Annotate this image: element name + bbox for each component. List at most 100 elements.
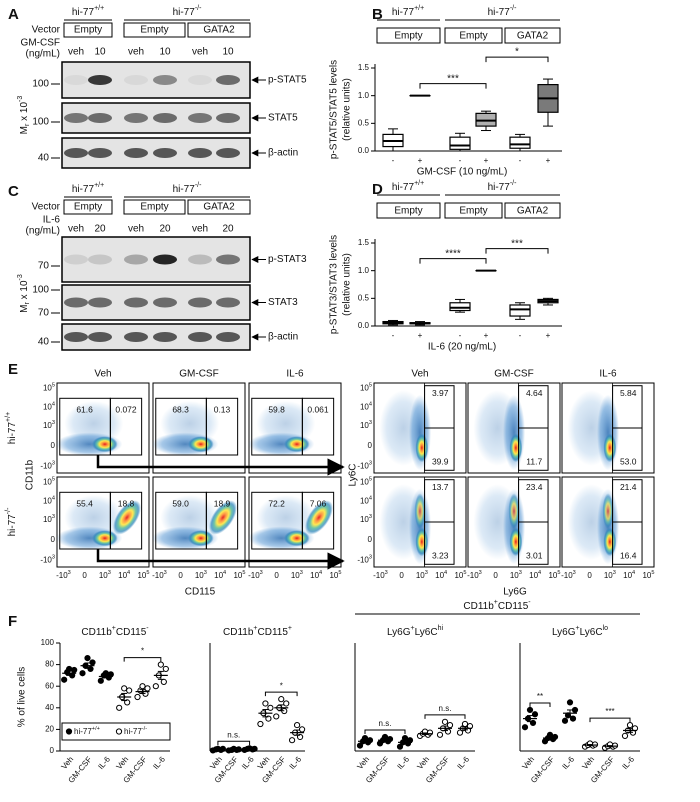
x-tick-label: -: [392, 156, 395, 165]
text-part: 10: [329, 571, 338, 580]
group-box: [376, 202, 441, 219]
y-axis-label: (relative units): [342, 78, 353, 141]
text-part: 10: [510, 571, 519, 580]
band: [188, 297, 212, 308]
vector-label: Empty: [140, 25, 168, 36]
row-label: (ng/mL): [26, 226, 60, 237]
significance-label: ***: [511, 238, 523, 249]
text-part: hi: [438, 625, 444, 632]
data-point: [139, 683, 146, 690]
text-part: -/-: [142, 726, 147, 732]
data-point: [531, 711, 539, 718]
vector-box: [187, 22, 251, 38]
band: [124, 332, 148, 342]
gate-arrow: [96, 549, 345, 570]
gate-percentage: 18.9: [214, 498, 231, 508]
group-label: Empty: [459, 206, 487, 217]
text-part: -10: [248, 571, 260, 580]
significance-bracket: [264, 691, 298, 697]
mw-marker: 40: [38, 337, 50, 348]
text-part: hi-77: [488, 182, 511, 193]
text-part: 10: [360, 478, 369, 487]
lane-label: 20: [222, 224, 234, 235]
significance-bracket: [419, 258, 487, 264]
data-point: [152, 683, 159, 690]
flow-plot: [248, 476, 342, 568]
y-tick-label: 0.5: [358, 293, 370, 302]
text-part: 3: [573, 570, 576, 576]
band: [124, 113, 148, 123]
text-part: +/+: [414, 5, 424, 12]
y-tick-label: 40: [45, 703, 54, 712]
text-part: 10: [291, 571, 300, 580]
flow-plot: [152, 382, 246, 474]
panel-label: E: [8, 361, 18, 378]
text-part: -/-: [195, 182, 202, 189]
text-part: 3: [613, 570, 616, 576]
row-label: Vector: [32, 202, 61, 213]
text-part: 3: [369, 555, 372, 561]
y-tick-label: 105: [43, 383, 55, 393]
data-point: [441, 718, 449, 725]
gate-percentage: 16.4: [620, 550, 637, 560]
chart-title: CD11b+CD115+: [223, 625, 292, 637]
legend-label: hi-77-/-: [124, 726, 147, 736]
significance-bracket: [485, 56, 549, 63]
chart-title: Ly6G+Ly6Clo: [552, 625, 608, 637]
data-point: [219, 745, 227, 752]
x-tick-label: Veh: [415, 755, 431, 771]
text-part: hi-77: [173, 184, 196, 195]
text-part: -10: [373, 571, 385, 580]
band: [64, 297, 88, 308]
x-tick-label: 105: [642, 570, 654, 580]
text-part: 4: [52, 496, 55, 502]
text-part: 10: [623, 571, 632, 580]
y-tick-label: 0: [51, 441, 56, 450]
data-point: [262, 700, 269, 707]
x-tick-label: -: [519, 331, 522, 340]
text-part: 4: [319, 570, 322, 576]
text-part: 3: [52, 421, 55, 427]
text-part: 0: [82, 571, 87, 580]
text-part: hi-77: [392, 7, 415, 18]
row-label: IL-6: [43, 215, 61, 226]
significance-bracket: [419, 83, 487, 89]
x-tick-label: -103: [561, 570, 576, 580]
mass-label: Mr x 10-3: [17, 96, 31, 135]
group-box: [504, 202, 561, 219]
x-tick-label: 103: [99, 570, 111, 580]
vector-label: Empty: [140, 202, 168, 213]
y-tick-label: 103: [360, 515, 372, 525]
flow-plot: [152, 476, 246, 568]
text-part: hi-77: [7, 422, 18, 445]
x-tick-label: 105: [548, 570, 560, 580]
band-label: STAT3: [268, 297, 298, 308]
x-tick-label: -103: [373, 570, 388, 580]
y-tick-label: 105: [360, 383, 372, 393]
flow-plot: [561, 476, 655, 568]
text-part: -10: [40, 462, 52, 471]
data-point: [444, 728, 452, 735]
row-label: hi-77+/+: [5, 412, 17, 444]
flow-plot: [56, 476, 150, 568]
text-part: 0: [493, 571, 498, 580]
density-cloud: [304, 500, 333, 535]
vector-label: Empty: [74, 25, 102, 36]
text-part: +: [253, 625, 257, 632]
text-part: 10: [529, 571, 538, 580]
genotype-header: hi-77+/+: [72, 182, 104, 194]
text-part: -10: [357, 556, 369, 565]
x-tick-label: Veh: [355, 755, 371, 771]
legend-marker: [115, 728, 123, 735]
significance-label: *: [280, 681, 283, 690]
data-point: [426, 729, 434, 736]
text-part: Ly6C: [415, 627, 438, 638]
band-label: β-actin: [268, 148, 298, 159]
band: [216, 254, 240, 265]
genotype-header: hi-77-/-: [488, 180, 518, 192]
text-part: Ly6G: [552, 627, 576, 638]
density-cloud: [208, 500, 237, 535]
text-part: 4: [223, 570, 226, 576]
text-part: CD115: [498, 601, 529, 612]
